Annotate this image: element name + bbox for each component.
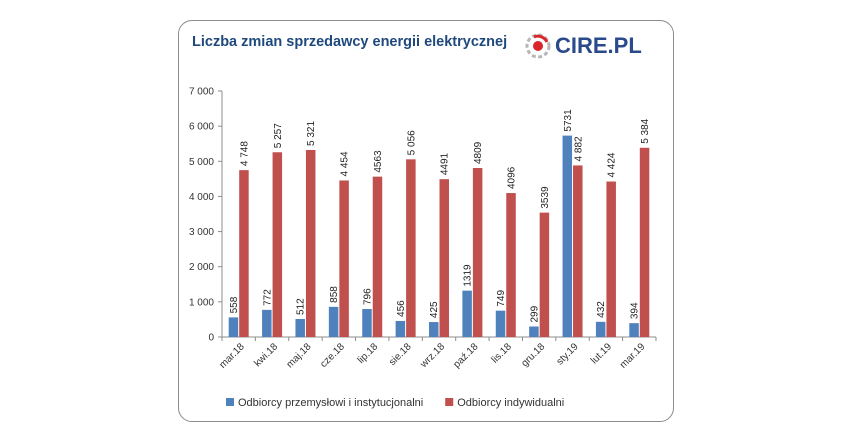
legend-swatch: [226, 398, 234, 406]
cire-logo-icon: [525, 33, 551, 59]
data-label: 4809: [473, 141, 484, 164]
x-tick-label: maj.18: [285, 341, 314, 370]
bar-industrial: [562, 135, 573, 337]
bar-industrial: [462, 290, 472, 337]
y-tick-label: 2 000: [189, 262, 214, 273]
data-label: 299: [529, 305, 540, 322]
x-tick-label: mar.18: [217, 341, 247, 371]
y-tick-label: 6 000: [189, 122, 214, 133]
x-tick-label: gru.18: [519, 341, 547, 369]
data-label: 425: [429, 301, 440, 318]
x-tick-label: kwi.18: [252, 341, 280, 369]
y-tick-label: 5 000: [189, 157, 214, 168]
y-tick-label: 4 000: [189, 192, 214, 203]
cire-logo-text: CIRE.PL: [555, 33, 642, 58]
bar-industrial: [262, 309, 272, 337]
data-label: 456: [396, 300, 407, 317]
data-label: 4 424: [607, 152, 618, 177]
bar-industrial: [595, 321, 606, 337]
data-label: 772: [262, 289, 273, 306]
bar-industrial: [629, 323, 639, 337]
y-axis: 0 1 000 2 000 3 000 4 000 5 000 6 000 7 000: [189, 87, 223, 344]
bar-individual: [372, 176, 383, 337]
legend-label: Odbiorcy indywidualni: [457, 397, 564, 409]
data-label: 5 384: [640, 118, 651, 143]
x-axis: mar.18 kwi.18 maj.18 cze.18 lip.18 sie.18 wrz.…: [217, 336, 657, 371]
data-label: 5 257: [273, 123, 284, 148]
bar-industrial: [429, 322, 439, 337]
y-tick-label: 0: [208, 333, 214, 344]
bar-individual: [539, 212, 550, 337]
bar-industrial: [362, 309, 372, 337]
bar-individual: [305, 150, 316, 337]
bar-industrial: [295, 319, 305, 337]
bar-industrial: [328, 306, 339, 337]
data-label: 796: [362, 288, 373, 305]
chart-card: [178, 20, 674, 422]
data-label: 432: [596, 301, 607, 318]
bar-individual: [606, 181, 616, 337]
bar-individual: [472, 167, 483, 337]
data-label: 558: [229, 296, 240, 313]
data-label: 1319: [463, 264, 474, 287]
data-label: 4563: [373, 150, 384, 173]
bar-individual: [439, 179, 449, 337]
data-label: 4491: [440, 152, 451, 175]
bar-chart: 0 1 000 2 000 3 000 4 000 5 000 6 000 7 000 mar…: [189, 87, 657, 409]
bar-individual: [573, 165, 583, 337]
x-tick-label: lis.18: [490, 341, 515, 366]
bars: [228, 135, 650, 337]
legend-label: Odbiorcy przemysłowi i instytucjonalni: [238, 397, 423, 409]
data-label: 749: [496, 290, 507, 307]
data-label: 394: [630, 302, 641, 319]
x-tick-label: paź.18: [451, 341, 480, 370]
x-tick-label: sty.19: [555, 341, 581, 367]
bar-individual: [639, 147, 650, 337]
bar-industrial: [395, 320, 406, 337]
data-labels: 558 772 512 858 796 456 425 1319 749 299 5731 432 39…: [229, 109, 651, 323]
bar-individual: [506, 193, 516, 337]
y-tick-label: 7 000: [189, 87, 214, 98]
legend-swatch: [445, 398, 454, 406]
bar-individual: [239, 170, 249, 337]
bar-industrial: [495, 310, 506, 337]
bar-individual: [406, 159, 416, 337]
y-tick-label: 3 000: [189, 227, 214, 238]
bar-industrial: [228, 317, 239, 337]
legend: Odbiorcy przemysłowi i instytucjonalni Od…: [226, 397, 564, 409]
data-label: 4 882: [573, 136, 584, 161]
cire-logo: CIRE.PL: [525, 33, 642, 59]
x-tick-label: mar.19: [618, 341, 648, 371]
data-label: 4096: [507, 166, 518, 189]
data-label: 4 748: [239, 141, 250, 166]
x-tick-label: sie.18: [387, 341, 414, 368]
chart-title: Liczba zmian sprzedawcy energii elektryc…: [192, 34, 508, 50]
x-tick-label: cze.18: [318, 341, 347, 370]
y-tick-label: 1 000: [189, 297, 214, 308]
data-label: 5 056: [406, 130, 417, 155]
bar-industrial: [529, 326, 539, 337]
data-label: 5731: [563, 109, 574, 132]
x-tick-label: lut.19: [589, 341, 614, 366]
data-label: 4 454: [340, 151, 351, 176]
x-tick-label: lip.18: [356, 341, 381, 366]
bar-individual: [339, 180, 349, 337]
data-label: 512: [296, 298, 307, 315]
x-tick-label: wrz.18: [418, 341, 448, 371]
data-label: 5 321: [306, 121, 317, 146]
bar-individual: [272, 152, 283, 337]
data-label: 858: [329, 286, 340, 303]
data-label: 3539: [540, 186, 551, 209]
